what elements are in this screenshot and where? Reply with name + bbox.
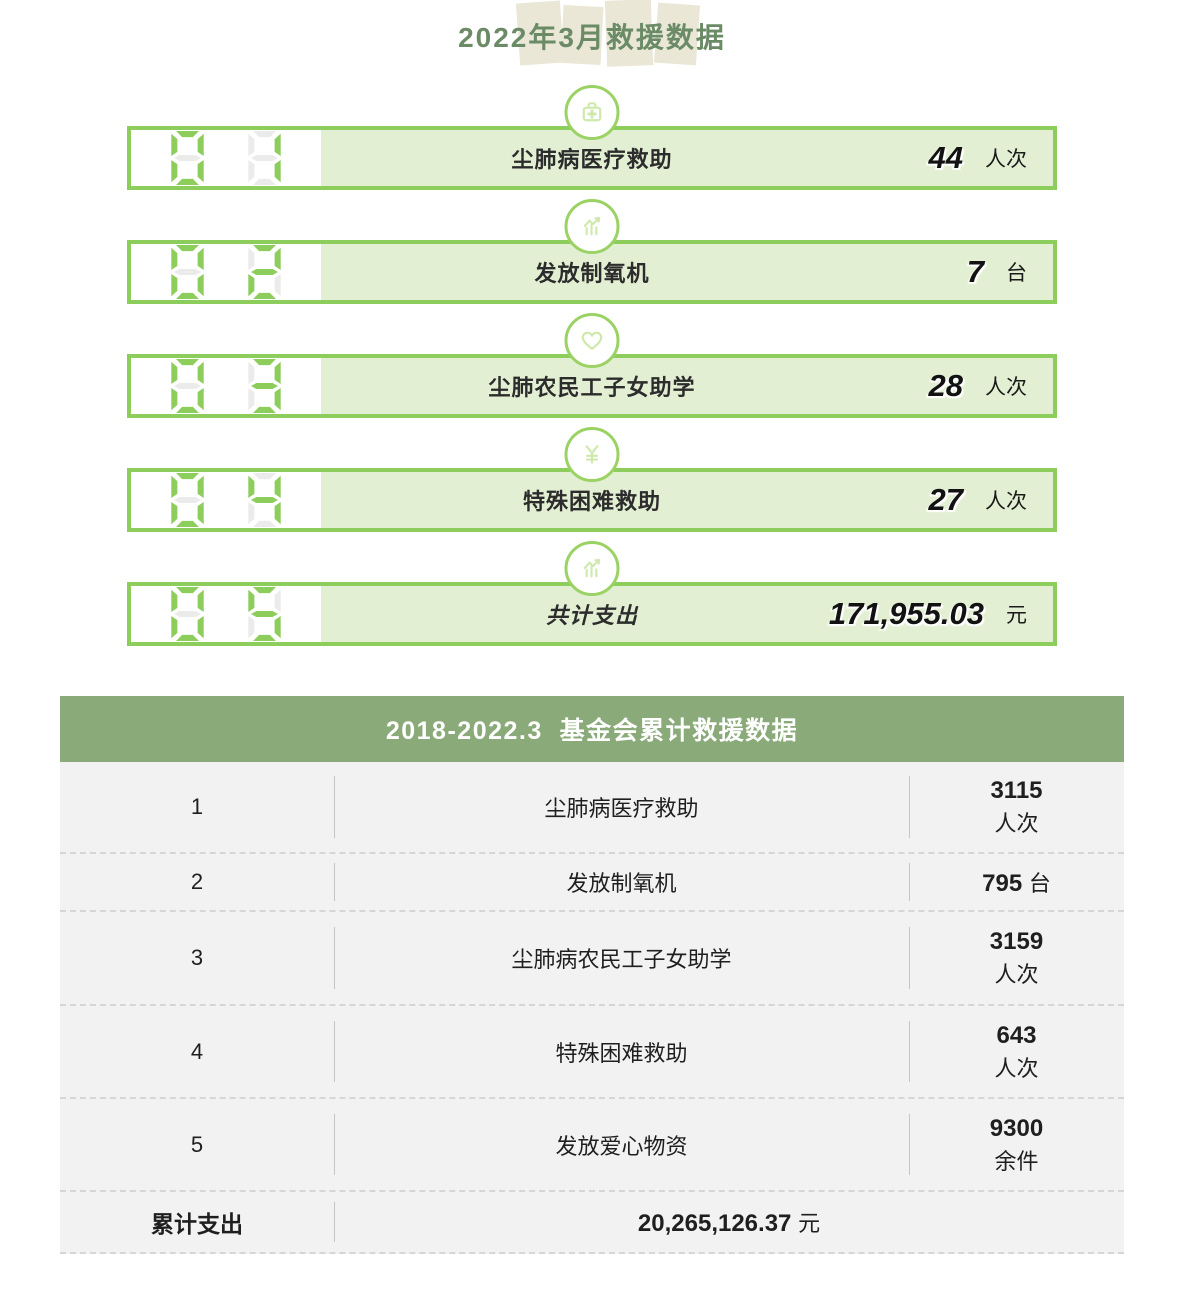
row-number: 1 [190,794,204,819]
heart-icon [564,313,620,368]
title-section: 2022年3月救援数据 [0,0,1184,67]
row-value-number: 9300 [989,1114,1044,1142]
seven-segment-digit [171,359,204,413]
stat-unit: 人次 [985,376,1027,399]
seven-segment-index [131,586,321,642]
table-row: 1 尘肺病医疗救助 3115 人次 [60,762,1124,854]
seven-segment-index [131,130,321,186]
seven-segment-digit [171,131,204,185]
footer-value-number: 20,265,126.37 元 [637,1210,821,1237]
stat-label: 尘肺病医疗救助 [511,147,673,172]
row-number: 2 [190,869,204,894]
stat-value: 171,955.03 元 [829,586,1053,642]
seven-segment-index [131,244,321,300]
row-value-number: 643 [996,1021,1037,1049]
seven-segment-digit [248,473,281,527]
stat-label: 尘肺农民工子女助学 [488,375,696,400]
seven-segment-digit [171,245,204,299]
seven-segment-index [131,472,321,528]
yuan-icon [564,427,620,482]
stat-row-oxygen-machines: 发放制氧机 7 台 [127,199,1057,304]
table-footer-row: 累计支出 20,265,126.37 元 [60,1192,1124,1254]
seven-segment-digit [171,473,204,527]
page-title: 2022年3月救援数据 [458,22,726,53]
monthly-stats: 尘肺病医疗救助 44 人次 发放制氧机 7 台 [127,60,1057,646]
table-row: 4 特殊困难救助 643 人次 [60,1006,1124,1099]
seven-segment-digit [248,131,281,185]
stat-label: 共计支出 [545,603,638,628]
medkit-icon [564,85,620,140]
row-label: 发放爱心物资 [334,1099,909,1190]
stat-row-student-aid: 尘肺农民工子女助学 28 人次 [127,313,1057,418]
stat-label: 特殊困难救助 [522,489,661,514]
stat-value: 7 台 [967,244,1053,300]
footer-value: 20,265,126.37 元 [334,1192,1124,1252]
row-value-number: 3159 [989,928,1044,955]
row-label: 发放制氧机 [334,854,909,910]
stat-row-special-difficulty: 特殊困难救助 27 人次 [127,427,1057,532]
stat-value: 27 人次 [929,472,1053,528]
table-row: 2 发放制氧机 795 台 [60,854,1124,912]
row-value-unit: 人次 [994,811,1039,836]
row-value: 795 台 [909,854,1124,910]
row-value-number: 3115 [990,777,1043,804]
row-value-unit: 余件 [994,1148,1039,1174]
row-value: 3159 人次 [909,912,1124,1004]
stat-unit: 元 [1006,604,1027,627]
seven-segment-digit [171,587,204,641]
stat-unit: 人次 [985,148,1027,171]
summary-table-body: 1 尘肺病医疗救助 3115 人次 2 发放制氧机 795 台 3 尘肺病农民工… [60,762,1124,1254]
row-number: 5 [190,1131,204,1157]
summary-table-header: 2018-2022.3 基金会累计救援数据 [60,696,1124,762]
stat-unit: 台 [1006,262,1027,285]
stat-number: 44 [928,140,963,175]
row-number: 4 [190,1038,204,1064]
row-number: 3 [190,945,204,970]
table-row: 5 发放爱心物资 9300 余件 [60,1099,1124,1192]
row-label: 尘肺病农民工子女助学 [334,912,909,1004]
stat-number: 171,955.03 [828,596,984,631]
summary-table: 2018-2022.3 基金会累计救援数据 1 尘肺病医疗救助 3115 人次 … [60,696,1124,1254]
seven-segment-digit [248,245,281,299]
row-label: 尘肺病医疗救助 [334,762,909,852]
row-value: 9300 余件 [909,1099,1124,1190]
seven-segment-digit [248,359,281,413]
stat-label: 发放制氧机 [534,261,650,286]
row-value-inline: 795 台 [982,870,1051,897]
stat-unit: 人次 [985,490,1027,513]
row-value-unit: 人次 [994,1055,1039,1081]
summary-table-title: 2018-2022.3 基金会累计救援数据 [385,717,799,745]
stat-value: 28 人次 [929,358,1053,414]
stat-number: 27 [928,482,963,517]
seven-segment-index [131,358,321,414]
stat-number: 7 [966,254,984,289]
row-value-unit: 人次 [994,962,1039,987]
row-label: 特殊困难救助 [334,1006,909,1097]
row-value: 643 人次 [909,1006,1124,1097]
stat-row-total-expense: 共计支出 171,955.03 元 [127,541,1057,646]
row-value: 3115 人次 [909,762,1124,852]
table-row: 3 尘肺病农民工子女助学 3159 人次 [60,912,1124,1006]
footer-label: 累计支出 [151,1211,243,1237]
stat-number: 28 [928,368,963,403]
chart-up-icon [564,199,620,254]
seven-segment-digit [248,587,281,641]
stat-value: 44 人次 [929,130,1053,186]
chart-up-icon [564,541,620,596]
stat-row-medical-aid: 尘肺病医疗救助 44 人次 [127,85,1057,190]
